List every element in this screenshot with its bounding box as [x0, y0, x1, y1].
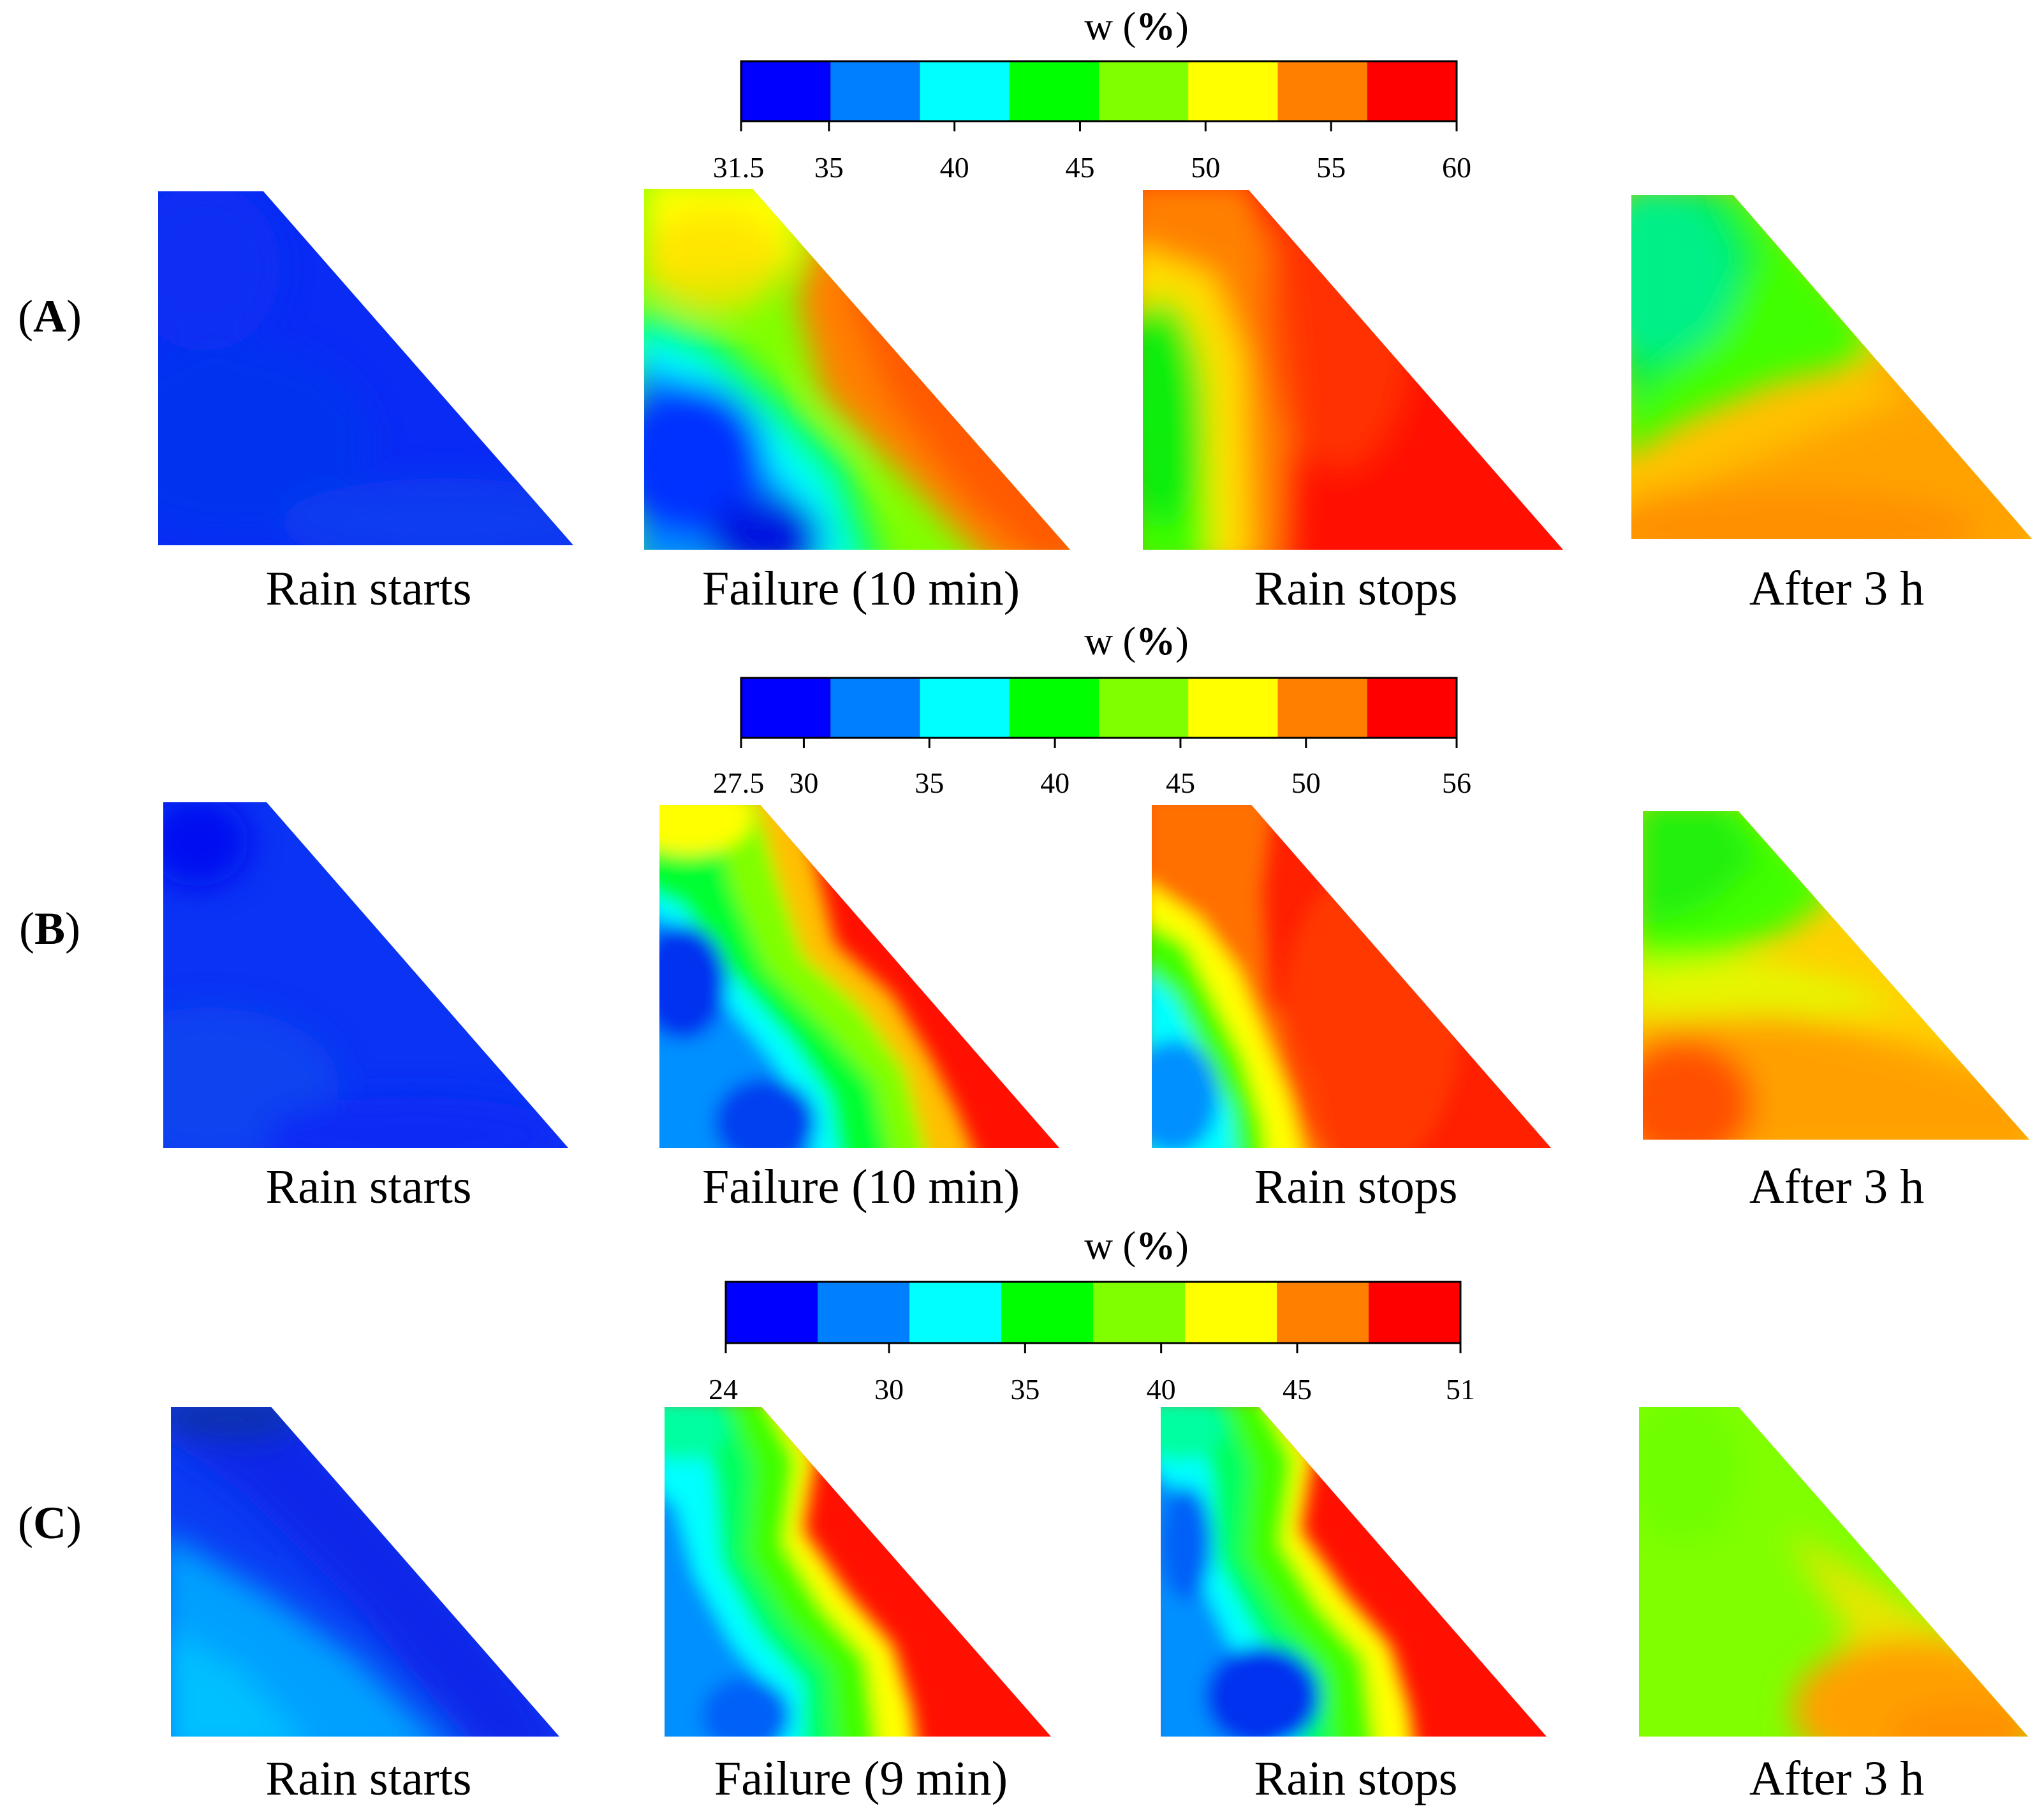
colorbar-c-swatch-6 [1277, 1282, 1369, 1343]
caption-c-rain-starts: Rain starts [266, 1752, 472, 1805]
panel-b-rain-stops [1152, 805, 1551, 1148]
colorbar-a-swatch-0 [741, 61, 831, 121]
colorbar-a-swatch-1 [830, 61, 920, 121]
colorbar-c-tick-label-2: 35 [1010, 1373, 1040, 1406]
panel-a-after-3h [1631, 195, 2032, 539]
caption-b-failure: Failure (10 min) [702, 1160, 1020, 1214]
colorbar-a-swatch-2 [920, 61, 1010, 121]
colorbar-a-swatch-7 [1367, 61, 1457, 121]
colorbar-a-tick-label-0: 31.5 [713, 151, 765, 184]
caption-a-failure: Failure (10 min) [702, 562, 1020, 615]
colorbar-b-swatch-6 [1277, 678, 1368, 738]
panel-b-after-3h [1643, 811, 2029, 1140]
colorbar-b-tick-label-3: 40 [1040, 767, 1070, 799]
colorbar-a-swatch-4 [1099, 61, 1189, 121]
panel-a-failure [644, 189, 1070, 550]
colorbar-a-swatch-5 [1188, 61, 1278, 121]
colorbar-c-tick-label-3: 40 [1147, 1373, 1176, 1406]
row-label-c: (C) [18, 1497, 82, 1548]
panel-b-rain-starts [163, 802, 568, 1148]
colorbar-c-swatch-5 [1185, 1282, 1277, 1343]
colorbar-a-swatch-6 [1277, 61, 1368, 121]
colorbar-c-tick-label-0: 24 [709, 1373, 738, 1406]
colorbar-b-frame [740, 677, 1458, 739]
colorbar-b-swatch-0 [741, 678, 831, 738]
caption-a-rain-stops: Rain stops [1254, 562, 1458, 615]
caption-a-after-3h: After 3 h [1749, 562, 1924, 615]
colorbar-b-swatch-4 [1099, 678, 1189, 738]
colorbar-b-tick-label-5: 50 [1291, 767, 1321, 799]
colorbar-b-tick-label-1: 30 [789, 767, 818, 799]
colorbar-b-swatch-5 [1188, 678, 1278, 738]
colorbar-a-swatch-3 [1009, 61, 1099, 121]
colorbar-c: w (%) 24 30 35 40 45 51 [709, 1224, 1475, 1406]
caption-a-rain-starts: Rain starts [266, 562, 472, 615]
colorbar-c-swatch-7 [1369, 1282, 1461, 1343]
colorbar-b-swatch-1 [830, 678, 920, 738]
colorbar-a-tick-label-2: 40 [940, 151, 969, 184]
row-label-a: (A) [18, 291, 82, 342]
colorbar-c-swatch-0 [726, 1282, 818, 1343]
colorbar-a: w (%) 31.5 35 40 45 50 55 60 [713, 5, 1471, 184]
colorbar-a-frame [740, 60, 1458, 122]
panel-c-rain-stops [1161, 1407, 1547, 1737]
colorbar-b-tick-label-6: 56 [1442, 767, 1471, 799]
colorbar-b-swatch-3 [1009, 678, 1099, 738]
panel-c-after-3h [1639, 1407, 2028, 1737]
caption-b-rain-stops: Rain stops [1254, 1160, 1458, 1214]
colorbar-c-frame [724, 1281, 1462, 1344]
colorbar-a-tick-label-3: 45 [1065, 151, 1094, 184]
caption-b-after-3h: After 3 h [1749, 1160, 1924, 1214]
panel-a-rain-stops [1143, 190, 1563, 550]
colorbar-c-tick-label-5: 51 [1446, 1373, 1475, 1406]
panel-a-rain-starts [158, 191, 573, 545]
colorbar-b-tick-label-0: 27.5 [713, 767, 765, 799]
colorbar-b-tick-label-2: 35 [915, 767, 944, 799]
panel-c-rain-starts [171, 1407, 559, 1737]
colorbar-a-label: w (%) [1084, 5, 1189, 48]
colorbar-c-tick-label-1: 30 [874, 1373, 904, 1406]
caption-c-rain-stops: Rain stops [1254, 1752, 1458, 1805]
colorbar-c-swatch-1 [818, 1282, 910, 1343]
colorbar-c-swatch-4 [1093, 1282, 1186, 1343]
colorbar-b-swatch-7 [1367, 678, 1457, 738]
colorbar-c-swatch-3 [1001, 1282, 1094, 1343]
colorbar-a-tick-label-6: 60 [1442, 151, 1471, 184]
row-label-b: (B) [19, 903, 80, 954]
panel-b-failure [659, 805, 1059, 1148]
caption-c-after-3h: After 3 h [1749, 1752, 1924, 1805]
panel-c-failure [665, 1407, 1051, 1737]
colorbar-b-label: w (%) [1084, 620, 1189, 663]
colorbar-a-tick-label-1: 35 [814, 151, 844, 184]
colorbar-a-tick-label-5: 55 [1316, 151, 1346, 184]
caption-b-rain-starts: Rain starts [266, 1160, 472, 1214]
caption-c-failure: Failure (9 min) [714, 1752, 1008, 1805]
colorbar-b-tick-label-4: 45 [1166, 767, 1195, 799]
colorbar-c-tick-label-4: 45 [1283, 1373, 1312, 1406]
colorbar-a-tick-label-4: 50 [1191, 151, 1220, 184]
colorbar-c-label: w (%) [1084, 1224, 1189, 1268]
colorbar-c-swatch-2 [909, 1282, 1002, 1343]
colorbar-b: w (%) 27.5 30 35 40 45 50 56 [713, 620, 1471, 799]
colorbar-b-swatch-2 [920, 678, 1010, 738]
